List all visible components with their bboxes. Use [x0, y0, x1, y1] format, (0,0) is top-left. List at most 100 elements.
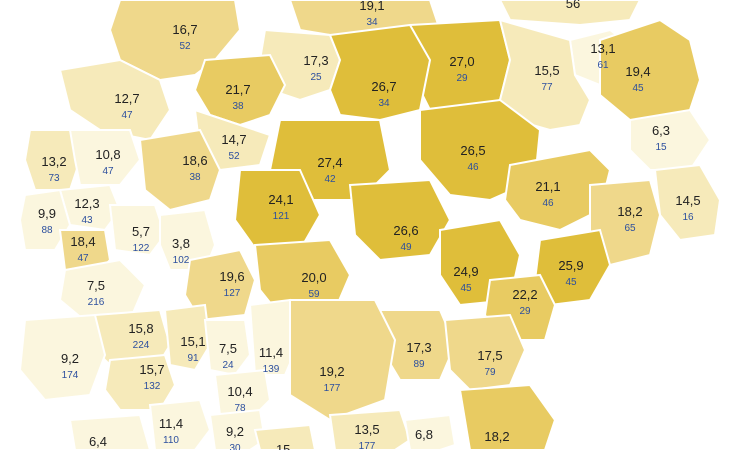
region-count-label: 47 [77, 253, 89, 264]
region-value-label: 12,7 [114, 91, 139, 106]
region-value-label: 17,3 [406, 340, 431, 355]
region-value-label: 5,7 [132, 224, 150, 239]
map-region [18, 188, 72, 251]
region-value-label: 26,7 [371, 79, 396, 94]
region-count-label: 52 [179, 41, 191, 52]
region-count-label: 47 [121, 110, 133, 121]
region-count-label: 61 [597, 60, 609, 71]
region-count-label: 38 [189, 172, 201, 183]
region-value-label: 13,5 [354, 422, 379, 437]
region-count-label: 177 [324, 383, 341, 394]
regions-layer [18, 0, 722, 450]
map-region [328, 408, 412, 450]
region-count-label: 174 [62, 370, 79, 381]
region-value-label: 19,2 [319, 364, 344, 379]
region-value-label: 9,2 [226, 424, 244, 439]
map-region [68, 413, 152, 450]
region-value-label: 24,9 [453, 264, 478, 279]
region-value-label: 6,4 [89, 434, 107, 449]
map-region [503, 148, 612, 232]
region-count-label: 177 [359, 441, 376, 450]
region-count-label: 91 [187, 353, 199, 364]
region-count-label: 46 [542, 198, 554, 209]
region-count-label: 29 [519, 306, 531, 317]
region-value-label: 22,2 [512, 287, 537, 302]
region-count-label: 24 [222, 360, 234, 371]
region-count-label: 132 [144, 381, 161, 392]
region-value-label: 13,1 [590, 41, 615, 56]
region-value-label: 10,8 [95, 147, 120, 162]
region-count-label: 77 [541, 82, 553, 93]
region-count-label: 52 [228, 151, 240, 162]
region-value-label: 12,3 [74, 196, 99, 211]
region-count-label: 89 [413, 359, 425, 370]
region-value-label: 3,8 [172, 236, 190, 251]
region-count-label: 45 [632, 83, 644, 94]
region-value-label: 15,8 [128, 321, 153, 336]
region-value-label: 11,4 [159, 416, 183, 431]
region-count-label: 59 [308, 289, 320, 300]
region-value-label: 25,9 [558, 258, 583, 273]
region-count-label: 73 [48, 173, 60, 184]
region-count-label: 79 [484, 367, 496, 378]
region-value-label: 9,2 [61, 351, 79, 366]
map-region [213, 368, 272, 416]
region-count-label: 78 [234, 403, 246, 414]
map-region [138, 128, 222, 212]
region-value-label: 14,7 [221, 132, 246, 147]
region-count-label: 110 [163, 435, 179, 446]
region-value-label: 21,7 [225, 82, 250, 97]
region-value-label: 16,7 [172, 22, 197, 37]
region-count-label: 42 [324, 174, 336, 185]
region-value-label: 24,1 [268, 192, 293, 207]
region-count-label: 46 [467, 162, 479, 173]
region-count-label: 88 [41, 225, 53, 236]
map-region [208, 408, 267, 450]
labels-layer: 19,1 34 56 16,7 52 17,3 25 27,0 29 13,1 61 15,5 77 19… [38, 0, 701, 450]
map-region [443, 313, 527, 392]
map-region [203, 319, 252, 377]
region-count-label: 45 [460, 283, 472, 294]
region-value-label: 13,2 [41, 154, 66, 169]
region-value-label: 10,4 [227, 384, 252, 399]
region-count-label: 216 [88, 297, 105, 308]
region-count-label: 16 [682, 212, 694, 223]
region-count-label: 34 [366, 17, 378, 28]
map-region [403, 413, 457, 450]
region-value-label: 27,0 [449, 54, 474, 69]
map-region [289, 299, 397, 422]
region-value-label: 20,0 [301, 270, 326, 285]
region-value-label: 19,4 [625, 64, 650, 79]
region-value-label: 6,3 [652, 123, 670, 138]
region-count-label: 38 [232, 101, 244, 112]
region-value-label: 11,4 [259, 345, 283, 360]
region-value-label: 17,5 [477, 348, 502, 363]
map-region [253, 423, 317, 450]
map-region [148, 398, 212, 450]
region-count-label: 29 [456, 73, 468, 84]
region-value-label: 15,5 [534, 63, 559, 78]
region-count-label: 43 [81, 215, 93, 226]
map-region [193, 53, 287, 127]
region-count-label: 34 [378, 98, 390, 109]
region-value-label: 19,1 [359, 0, 384, 13]
region-count-label: 65 [624, 223, 636, 234]
map-region [348, 178, 452, 262]
region-count-label: 127 [224, 288, 241, 299]
map-region [68, 129, 142, 186]
region-value-label: 7,5 [87, 278, 105, 293]
region-value-label: 56 [566, 0, 580, 11]
region-value-label: 15, [276, 442, 294, 450]
map-region [498, 18, 592, 132]
region-value-label: 17,3 [303, 53, 328, 68]
region-value-label: 9,9 [38, 206, 56, 221]
map-region [58, 58, 172, 142]
map-region [498, 0, 642, 27]
map-region [163, 303, 212, 372]
region-count-label: 49 [400, 242, 412, 253]
map-region [458, 383, 557, 450]
region-count-label: 45 [565, 277, 577, 288]
region-value-label: 27,4 [317, 155, 342, 170]
region-count-label: 102 [173, 255, 190, 266]
region-value-label: 21,1 [535, 179, 560, 194]
